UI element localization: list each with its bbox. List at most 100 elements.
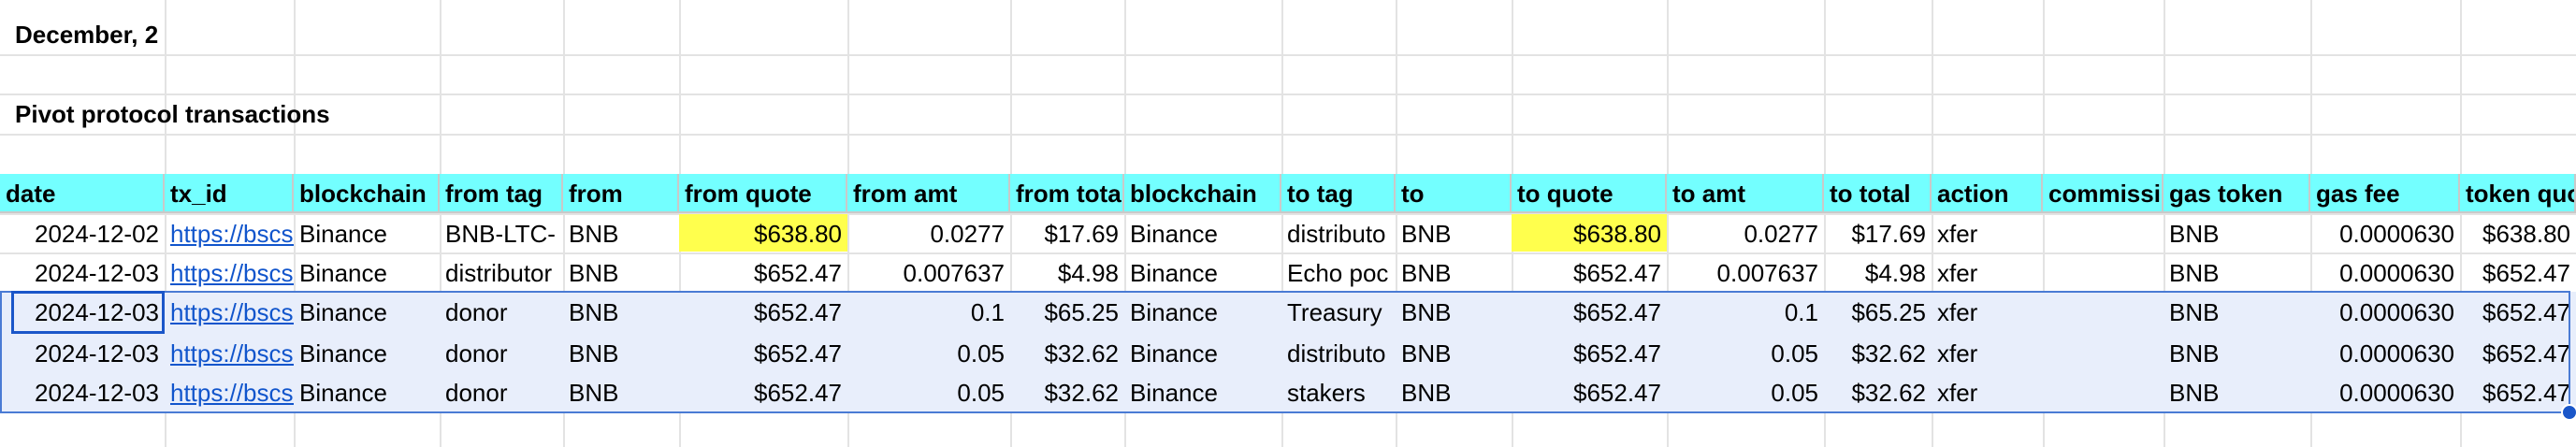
header-cell[interactable]: commissio <box>2043 174 2164 213</box>
data-cell[interactable]: $652.47 <box>2482 259 2570 287</box>
data-cell[interactable]: Treasury <box>1287 298 1382 326</box>
header-cell[interactable]: blockchain <box>294 174 440 213</box>
data-cell[interactable]: $652.47 <box>754 259 842 287</box>
data-cell[interactable]: 2024-12-03 <box>35 298 159 326</box>
data-cell[interactable]: 0.0277 <box>930 220 1005 248</box>
data-cell[interactable]: 0.05 <box>1771 379 1818 407</box>
data-cell[interactable]: xfer <box>1937 379 1978 407</box>
data-cell[interactable]: 0.0000630 <box>2339 220 2454 248</box>
data-cell[interactable]: $638.80 <box>679 214 847 252</box>
data-cell[interactable]: Binance <box>299 379 387 407</box>
data-cell[interactable]: 0.007637 <box>1716 259 1818 287</box>
data-cell[interactable]: 0.05 <box>1771 339 1818 368</box>
data-cell[interactable]: 0.05 <box>957 379 1005 407</box>
data-cell[interactable]: Binance <box>299 339 387 368</box>
data-cell[interactable]: $17.69 <box>1851 220 1926 248</box>
header-cell[interactable]: to quote <box>1512 174 1667 213</box>
data-cell[interactable]: BNB <box>569 298 619 326</box>
data-cell[interactable]: BNB <box>2169 259 2220 287</box>
data-cell[interactable]: Binance <box>1130 259 1218 287</box>
data-cell[interactable]: donor <box>445 298 508 326</box>
data-cell[interactable]: Binance <box>299 298 387 326</box>
data-cell[interactable]: 0.1 <box>1784 298 1818 326</box>
data-cell[interactable]: $32.62 <box>1851 339 1926 368</box>
data-cell[interactable]: stakers <box>1287 379 1366 407</box>
data-cell[interactable]: $32.62 <box>1044 379 1119 407</box>
header-cell[interactable]: blockchain <box>1124 174 1281 213</box>
data-cell[interactable]: $638.80 <box>2482 220 2570 248</box>
data-cell[interactable]: BNB <box>2169 339 2220 368</box>
header-cell[interactable]: from <box>563 174 679 213</box>
data-cell[interactable]: xfer <box>1937 298 1978 326</box>
data-cell[interactable]: donor <box>445 339 508 368</box>
data-cell[interactable]: 2024-12-02 <box>35 220 159 248</box>
data-cell[interactable]: BNB <box>569 220 619 248</box>
data-cell[interactable]: xfer <box>1937 259 1978 287</box>
data-cell[interactable]: $4.98 <box>1864 259 1926 287</box>
section-title-cell[interactable]: Pivot protocol transactions <box>15 100 330 128</box>
data-cell[interactable]: BNB <box>569 339 619 368</box>
header-cell[interactable]: from amt <box>847 174 1010 213</box>
data-cell[interactable]: donor <box>445 379 508 407</box>
data-cell[interactable]: BNB <box>1401 339 1452 368</box>
data-cell[interactable]: $652.47 <box>1573 259 1661 287</box>
data-cell[interactable]: distributo <box>1287 220 1386 248</box>
data-cell[interactable]: Binance <box>299 220 387 248</box>
data-cell[interactable]: $65.25 <box>1851 298 1926 326</box>
data-cell[interactable]: 0.0277 <box>1744 220 1818 248</box>
data-cell[interactable]: Binance <box>1130 298 1218 326</box>
data-cell[interactable] <box>2043 253 2164 293</box>
header-cell[interactable]: token quot <box>2460 174 2576 213</box>
active-cell[interactable] <box>11 291 165 334</box>
header-cell[interactable]: to <box>1396 174 1512 213</box>
data-cell[interactable]: BNB <box>1401 220 1452 248</box>
tx-link-cell[interactable]: https://bscsc <box>170 259 294 287</box>
data-cell[interactable]: BNB <box>1401 379 1452 407</box>
data-cell[interactable]: 0.05 <box>957 339 1005 368</box>
header-cell[interactable]: from total <box>1010 174 1124 213</box>
data-cell[interactable]: $652.47 <box>754 379 842 407</box>
data-cell[interactable]: $652.47 <box>1573 379 1661 407</box>
data-cell[interactable]: $652.47 <box>754 339 842 368</box>
data-cell[interactable]: Echo poc <box>1287 259 1389 287</box>
data-cell[interactable]: $652.47 <box>2482 339 2570 368</box>
header-cell[interactable]: tx_id <box>165 174 294 213</box>
data-cell[interactable] <box>2043 214 2164 253</box>
data-cell[interactable]: 2024-12-03 <box>35 259 159 287</box>
header-cell[interactable]: gas fee <box>2310 174 2460 213</box>
header-cell[interactable]: date <box>0 174 165 213</box>
data-cell[interactable]: 0.0000630 <box>2339 339 2454 368</box>
data-cell[interactable]: Binance <box>1130 379 1218 407</box>
tx-link-cell[interactable]: https://bscsc <box>170 298 294 326</box>
data-cell[interactable]: 2024-12-03 <box>35 339 159 368</box>
data-cell[interactable]: BNB-LTC- <box>445 220 556 248</box>
data-cell[interactable]: $652.47 <box>1573 298 1661 326</box>
data-cell[interactable]: BNB <box>2169 220 2220 248</box>
data-cell[interactable]: Binance <box>1130 220 1218 248</box>
data-cell[interactable]: xfer <box>1937 220 1978 248</box>
data-cell[interactable]: $32.62 <box>1044 339 1119 368</box>
data-cell[interactable]: 0.0000630 <box>2339 259 2454 287</box>
data-cell[interactable]: 0.1 <box>970 298 1005 326</box>
data-cell[interactable]: $17.69 <box>1044 220 1119 248</box>
header-cell[interactable]: to tag <box>1281 174 1396 213</box>
data-cell[interactable]: $652.47 <box>2482 379 2570 407</box>
tx-link-cell[interactable]: https://bscsc <box>170 379 294 407</box>
header-cell[interactable]: gas token <box>2164 174 2310 213</box>
data-cell[interactable]: $4.98 <box>1057 259 1119 287</box>
header-cell[interactable]: to amt <box>1667 174 1824 213</box>
data-cell[interactable]: xfer <box>1937 339 1978 368</box>
data-cell[interactable]: BNB <box>2169 298 2220 326</box>
data-cell[interactable]: BNB <box>569 259 619 287</box>
header-cell[interactable]: to total <box>1824 174 1932 213</box>
header-cell[interactable]: from quote <box>679 174 847 213</box>
data-cell[interactable]: 0.0000630 <box>2339 298 2454 326</box>
tx-link-cell[interactable]: https://bscsc <box>170 220 294 248</box>
tx-link-cell[interactable]: https://bscsc <box>170 339 294 368</box>
data-cell[interactable]: 0.0000630 <box>2339 379 2454 407</box>
data-cell[interactable]: $638.80 <box>1512 214 1667 252</box>
data-cell[interactable]: distributor <box>445 259 553 287</box>
data-cell[interactable]: Binance <box>1130 339 1218 368</box>
data-cell[interactable]: $652.47 <box>1573 339 1661 368</box>
